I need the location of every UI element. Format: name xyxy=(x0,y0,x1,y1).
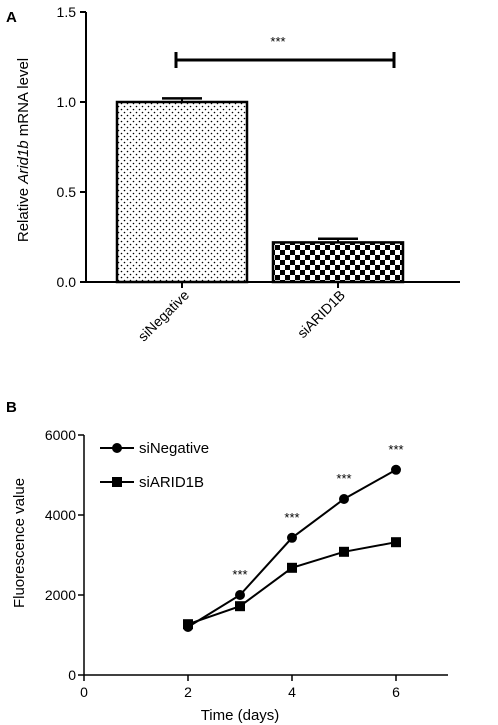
panel-b-legend-marker xyxy=(112,443,122,453)
panel-b-legend-marker xyxy=(112,477,122,487)
panel-a-y-axis-label-part: Arid1b xyxy=(15,140,32,184)
panel-a-label: A xyxy=(6,9,17,26)
panel-b-x-tick-label: 2 xyxy=(184,684,192,700)
panel-b-significance-label: *** xyxy=(336,471,351,486)
panel-b-significance-label: *** xyxy=(284,510,299,525)
panel-a-bar xyxy=(271,241,405,284)
panel-b-data-point xyxy=(287,532,297,543)
panel-b-x-tick-label: 0 xyxy=(80,684,88,700)
panel-b-label: B xyxy=(6,399,17,416)
panel-a-x-tick-label: siARID1B xyxy=(294,287,348,341)
panel-b-data-point xyxy=(391,464,401,475)
panel-b-data-point xyxy=(339,494,349,504)
panel-b-data-point xyxy=(287,562,297,573)
panel-b-x-axis-label: Time (days) xyxy=(201,707,280,724)
panel-b-x-tick-label: 4 xyxy=(288,684,296,700)
panel-b-data-point xyxy=(235,590,245,600)
panel-b-axes: 0 2000 4000 6000 0 2 4 6 xyxy=(45,427,448,700)
panel-a-bars xyxy=(115,97,405,284)
panel-a-bar xyxy=(115,100,249,284)
panel-b-data-point xyxy=(339,546,349,557)
panel-b-series-line xyxy=(187,541,397,626)
panel-a-x-tick-label: siNegative xyxy=(135,287,193,345)
panel-b-x-tick-label: 6 xyxy=(392,684,400,700)
panel-b-legend-label: siNegative xyxy=(139,440,209,457)
panel-b-data-point xyxy=(235,601,245,612)
panel-b-data-point xyxy=(391,537,401,548)
panel-a-y-tick-label: 0.5 xyxy=(57,184,77,200)
panel-b-significance: *** *** *** *** xyxy=(232,442,403,582)
panel-a-y-tick-label: 0.0 xyxy=(57,274,77,290)
panel-b-y-tick-label: 0 xyxy=(68,667,76,683)
panel-b-y-tick-label: 6000 xyxy=(45,427,76,443)
panel-b-y-tick-label: 2000 xyxy=(45,587,76,603)
panel-a-significance-label: *** xyxy=(270,34,285,49)
panel-b-series xyxy=(183,464,401,632)
panel-b-significance-label: *** xyxy=(388,442,403,457)
panel-b-data-point xyxy=(183,619,193,630)
panel-a-y-tick-label: 1.5 xyxy=(57,4,77,20)
panel-b-y-tick-label: 4000 xyxy=(45,507,76,523)
panel-a-y-axis-label-part: mRNA level xyxy=(15,58,32,141)
panel-a: A Relative Arid1b mRNA level 0.0 0.5 1.0 1.… xyxy=(6,4,460,344)
panel-a-y-axis-label: Relative Arid1b mRNA level xyxy=(15,58,32,242)
panel-b-legend-label: siARID1B xyxy=(139,474,204,491)
panel-b-legend: siNegative siARID1B xyxy=(100,440,209,491)
panel-b-significance-label: *** xyxy=(232,567,247,582)
panel-a-significance: *** xyxy=(174,34,396,68)
panel-b-y-axis-label: Fluorescence value xyxy=(11,478,28,608)
panel-a-y-tick-label: 1.0 xyxy=(57,94,77,110)
panel-a-y-axis-label-part: Relative xyxy=(15,184,32,242)
panel-b: B Fluorescence value Time (days) 0200040… xyxy=(6,399,448,724)
